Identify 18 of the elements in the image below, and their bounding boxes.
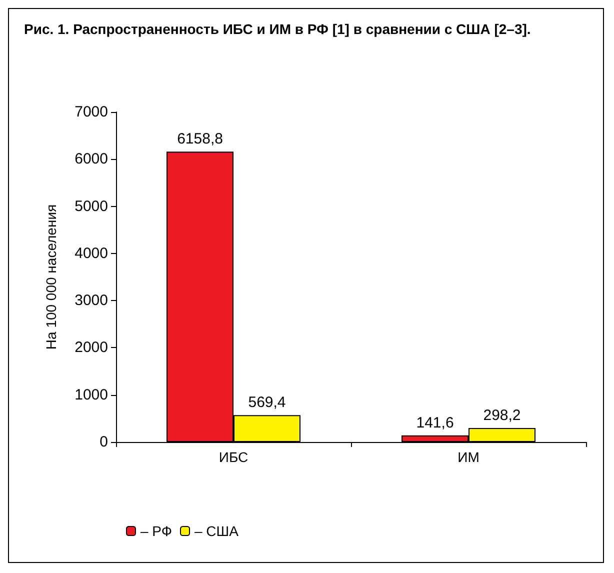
y-tick-label: 1000 bbox=[74, 386, 108, 404]
legend-label: – РФ bbox=[140, 523, 172, 539]
x-tick-label: ИБС bbox=[218, 449, 248, 465]
y-tick-label: 7000 bbox=[74, 104, 108, 120]
y-tick-label: 3000 bbox=[74, 292, 108, 310]
data-label: 141,6 bbox=[416, 414, 454, 432]
y-tick-label: 6000 bbox=[74, 150, 108, 168]
data-label: 298,2 bbox=[483, 406, 521, 424]
data-label: 569,4 bbox=[248, 394, 286, 412]
y-tick-label: 0 bbox=[100, 434, 108, 450]
y-tick-label: 2000 bbox=[74, 339, 108, 356]
y-tick-label: 4000 bbox=[74, 244, 108, 262]
y-axis-title: На 100 000 населения bbox=[43, 204, 59, 350]
x-tick-label: ИМ bbox=[458, 449, 480, 465]
chart-title: Рис. 1. Распространенность ИБС и ИМ в РФ [1] в сравнении с США [2–3]. bbox=[24, 21, 531, 37]
y-tick-label: 5000 bbox=[74, 198, 108, 215]
legend-label: – США bbox=[194, 523, 240, 539]
data-label: 6158,8 bbox=[177, 130, 223, 148]
